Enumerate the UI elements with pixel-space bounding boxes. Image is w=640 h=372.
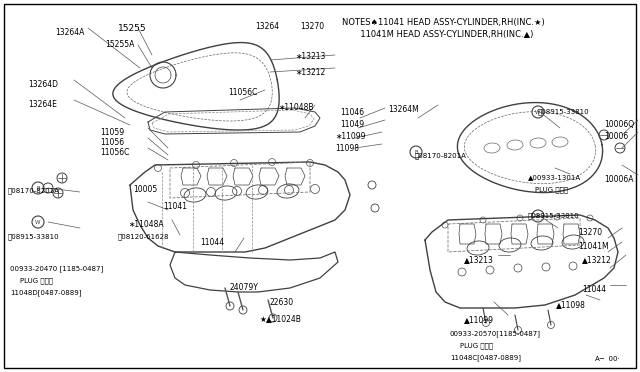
Text: ▲11099: ▲11099 — [464, 315, 494, 324]
Text: Ⓣ08915-33810: Ⓣ08915-33810 — [8, 233, 60, 240]
Text: 24079Y: 24079Y — [230, 283, 259, 292]
Text: PLUG プラグ: PLUG プラグ — [535, 186, 568, 193]
Text: 11041M HEAD ASSY-CYLINDER,RH(INC.▲): 11041M HEAD ASSY-CYLINDER,RH(INC.▲) — [342, 30, 533, 39]
Text: 13270: 13270 — [300, 22, 324, 31]
Text: ★▲11024B: ★▲11024B — [260, 314, 302, 323]
Text: 11098: 11098 — [335, 144, 359, 153]
Text: 00933-20470 [1185-0487]: 00933-20470 [1185-0487] — [10, 265, 103, 272]
Text: 11048C[0487-0889]: 11048C[0487-0889] — [450, 354, 521, 361]
Text: ▲13212: ▲13212 — [582, 255, 612, 264]
Text: W: W — [535, 109, 541, 115]
Text: ∗13213: ∗13213 — [295, 52, 325, 61]
Text: 22630: 22630 — [270, 298, 294, 307]
Text: ▲13213: ▲13213 — [464, 255, 494, 264]
Text: 11041M: 11041M — [578, 242, 609, 251]
Text: ∗13212: ∗13212 — [295, 68, 325, 77]
Text: ▲00933-1301A: ▲00933-1301A — [528, 174, 581, 180]
Text: 13264D: 13264D — [28, 80, 58, 89]
Text: 13264E: 13264E — [28, 100, 57, 109]
Text: 10006Q: 10006Q — [604, 120, 634, 129]
Text: ⒲08170-8201A: ⒲08170-8201A — [415, 152, 467, 158]
Text: 13264M: 13264M — [388, 105, 419, 114]
Text: ∗11048B: ∗11048B — [278, 103, 314, 112]
Text: Ⓣ08915-33810: Ⓣ08915-33810 — [538, 108, 589, 115]
Text: W: W — [535, 214, 541, 218]
Text: PLUG プラグ: PLUG プラグ — [20, 277, 53, 283]
Text: A─  00·: A─ 00· — [595, 356, 620, 362]
Text: 10005: 10005 — [133, 185, 157, 194]
Text: 11049: 11049 — [340, 120, 364, 129]
Text: 13264A: 13264A — [55, 28, 84, 37]
Text: 11041: 11041 — [163, 202, 187, 211]
Text: 00933-20570[1185-0487]: 00933-20570[1185-0487] — [450, 330, 541, 337]
Text: B: B — [414, 150, 418, 154]
Text: 11056C: 11056C — [228, 88, 257, 97]
Text: 13270: 13270 — [578, 228, 602, 237]
Text: 10006A: 10006A — [604, 175, 634, 184]
Text: 15255: 15255 — [118, 24, 147, 33]
Text: PLUG プラグ: PLUG プラグ — [460, 342, 493, 349]
Text: ⒲08170-8201A: ⒲08170-8201A — [8, 187, 60, 193]
Text: 11046: 11046 — [340, 108, 364, 117]
Text: ∗11099: ∗11099 — [335, 132, 365, 141]
Text: ▲11098: ▲11098 — [556, 300, 586, 309]
Text: Ⓣ08915-33810: Ⓣ08915-33810 — [528, 212, 580, 219]
Text: 13264: 13264 — [255, 22, 279, 31]
Text: 11056C: 11056C — [100, 148, 129, 157]
Text: 11056: 11056 — [100, 138, 124, 147]
Text: 11048D[0487-0889]: 11048D[0487-0889] — [10, 289, 81, 296]
Text: 11044: 11044 — [582, 285, 606, 294]
Text: 10006: 10006 — [604, 132, 628, 141]
Text: 11059: 11059 — [100, 128, 124, 137]
Text: B: B — [36, 186, 40, 190]
Text: ⒲08120-61628: ⒲08120-61628 — [118, 233, 170, 240]
Text: 11044: 11044 — [200, 238, 224, 247]
Text: NOTES♠11041 HEAD ASSY-CYLINDER,RH(INC.★): NOTES♠11041 HEAD ASSY-CYLINDER,RH(INC.★) — [342, 18, 545, 27]
Text: ∗11048A: ∗11048A — [128, 220, 164, 229]
Text: 15255A: 15255A — [105, 40, 134, 49]
Text: W: W — [35, 219, 41, 224]
